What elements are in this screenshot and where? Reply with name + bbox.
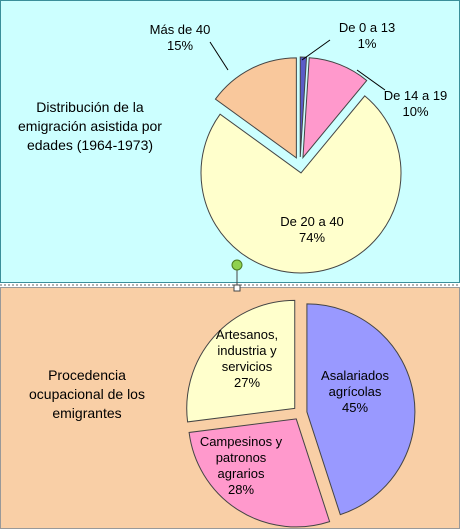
leader-line [301,39,331,61]
pie-slice [186,299,296,423]
leader-line [209,41,229,71]
pie-slice [200,95,402,274]
value-label: 27% [233,375,261,390]
slice-label: Artesanos, industria y servicios 27% [202,327,292,391]
slice-label: Más de 40 15% [135,22,225,54]
category-label: Artesanos, industria y servicios [215,327,279,374]
value-label: 45% [341,400,369,415]
leader-line [356,69,386,91]
pie-slice [306,303,416,516]
category-label: De 0 a 13 [338,20,396,35]
chart-title: Procedencia ocupacional de los emigrante… [29,367,145,421]
category-label: Campesinos y patronos agrarios [199,434,283,481]
slice-label: De 20 a 40 74% [262,214,362,246]
category-label: Más de 40 [149,22,211,37]
pie-slice [214,57,297,159]
resize-handle [233,284,241,292]
category-label: De 20 a 40 [280,214,344,229]
category-label: De 14 a 19 [383,88,448,103]
category-label: Asalariados agrícolas [321,368,389,399]
pie-slice [188,418,331,528]
value-label: 28% [227,482,255,497]
slice-label: De 14 a 19 10% [368,88,460,120]
value-label: 74% [298,230,326,245]
value-label: 15% [166,38,194,53]
rotate-handle [231,259,243,271]
slice-label: Campesinos y patronos agrarios 28% [197,434,285,498]
chart-title: Distribución de la emigración asistida p… [18,99,162,153]
value-label: 1% [357,36,377,51]
slice-label: De 0 a 13 1% [322,20,412,52]
slice-label: Asalariados agrícolas 45% [305,368,405,416]
pie-slice [302,57,368,160]
value-label: 10% [402,104,429,119]
